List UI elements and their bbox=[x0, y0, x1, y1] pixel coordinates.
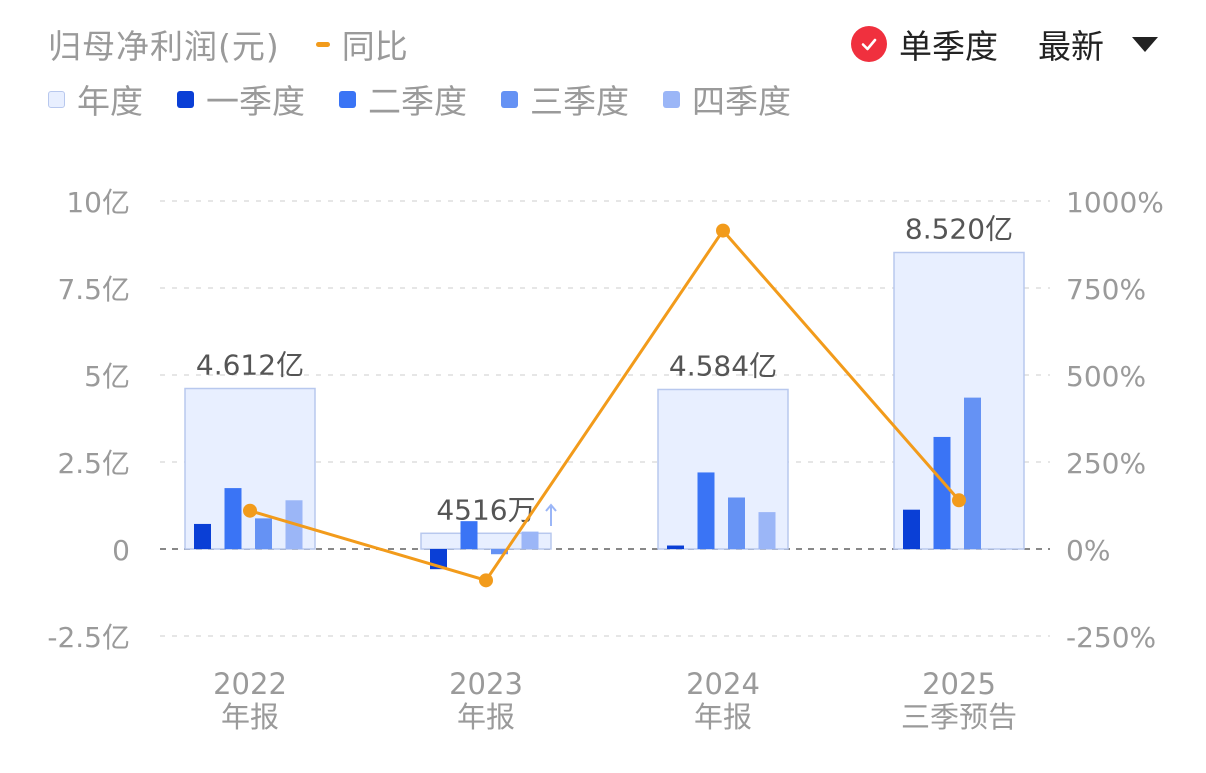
chart-controls: 单季度 最新 bbox=[851, 18, 1158, 70]
x-tick-year: 2024 bbox=[686, 667, 760, 701]
y-right-tick-label: 1000% bbox=[1066, 186, 1164, 219]
chart-header: 归母净利润(元) 同比 bbox=[48, 18, 408, 70]
legend-item[interactable]: 一季度 bbox=[177, 75, 305, 123]
legend-swatch bbox=[339, 90, 356, 108]
quarter-bar bbox=[903, 509, 920, 549]
y-left-tick-label: 7.5亿 bbox=[57, 273, 130, 306]
y-left-tick-label: 5亿 bbox=[84, 360, 130, 393]
y-right-tick-label: -250% bbox=[1066, 621, 1156, 654]
y-right-tick-label: 250% bbox=[1066, 447, 1146, 480]
legend-item[interactable]: 二季度 bbox=[339, 75, 467, 123]
y-right-tick-label: 750% bbox=[1066, 273, 1146, 306]
x-tick-year: 2023 bbox=[449, 667, 523, 701]
x-tick-period: 三季预告 bbox=[901, 700, 1017, 734]
legend-item[interactable]: 三季度 bbox=[501, 75, 629, 123]
legend-swatch bbox=[663, 90, 680, 108]
yoy-line bbox=[249, 228, 961, 583]
legend-swatch bbox=[501, 90, 518, 108]
x-tick-period: 年报 bbox=[457, 700, 515, 734]
y-left-tick-label: 10亿 bbox=[66, 186, 130, 219]
quarter-bar bbox=[933, 436, 951, 549]
yoy-point bbox=[952, 493, 966, 508]
x-tick-year: 2022 bbox=[213, 667, 287, 701]
arrow-up-icon bbox=[545, 503, 557, 526]
y-left-tick-label: 0 bbox=[112, 534, 130, 567]
annual-value-label: 4.612亿 bbox=[196, 349, 304, 382]
single-quarter-toggle[interactable]: 单季度 bbox=[899, 27, 998, 66]
y-left-tick-label: 2.5亿 bbox=[57, 447, 130, 480]
legend-label: 三季度 bbox=[530, 82, 629, 121]
sort-dropdown-label[interactable]: 最新 bbox=[1038, 27, 1104, 66]
legend-swatch bbox=[48, 90, 65, 108]
quarter-bar bbox=[964, 397, 981, 549]
legend-label: 年度 bbox=[77, 82, 143, 121]
legend-label: 二季度 bbox=[368, 82, 467, 121]
legend-item[interactable]: 年度 bbox=[48, 75, 143, 123]
series-legend: 年度 一季度 二季度 三季度 四季度 bbox=[48, 76, 825, 122]
quarter-bar bbox=[194, 523, 211, 549]
x-tick-year: 2025 bbox=[922, 667, 996, 701]
yoy-point bbox=[479, 573, 493, 588]
y-right-tick-label: 0% bbox=[1066, 534, 1110, 567]
quarter-bar bbox=[255, 518, 272, 549]
legend-label: 四季度 bbox=[692, 82, 791, 121]
y-right-tick-label: 500% bbox=[1066, 360, 1146, 393]
legend-item[interactable]: 四季度 bbox=[663, 75, 791, 123]
quarter-bar bbox=[224, 488, 242, 549]
yoy-point bbox=[716, 223, 730, 238]
annual-bar bbox=[420, 532, 552, 550]
quarter-bar bbox=[667, 545, 684, 549]
quarter-bar bbox=[460, 521, 478, 549]
quarter-bar bbox=[491, 549, 508, 555]
yoy-point bbox=[243, 503, 257, 518]
annual-value-label: 4516万 bbox=[436, 493, 535, 526]
chart-title: 归母净利润(元) bbox=[48, 27, 280, 66]
quarter-bar bbox=[697, 472, 715, 549]
check-icon[interactable] bbox=[851, 26, 887, 62]
annual-value-label: 8.520亿 bbox=[905, 213, 1013, 246]
annual-value-label: 4.584亿 bbox=[669, 349, 777, 382]
legend-swatch bbox=[177, 90, 194, 108]
y-left-tick-label: -2.5亿 bbox=[47, 621, 130, 654]
quarter-bar bbox=[758, 512, 776, 549]
yoy-legend-marker bbox=[315, 41, 330, 47]
legend-label: 一季度 bbox=[206, 82, 305, 121]
quarter-bar bbox=[728, 497, 745, 549]
x-tick-period: 年报 bbox=[694, 700, 752, 734]
chevron-down-icon[interactable] bbox=[1132, 36, 1158, 52]
quarter-bar bbox=[521, 531, 539, 549]
yoy-legend-label: 同比 bbox=[341, 27, 408, 66]
x-tick-period: 年报 bbox=[221, 700, 279, 734]
